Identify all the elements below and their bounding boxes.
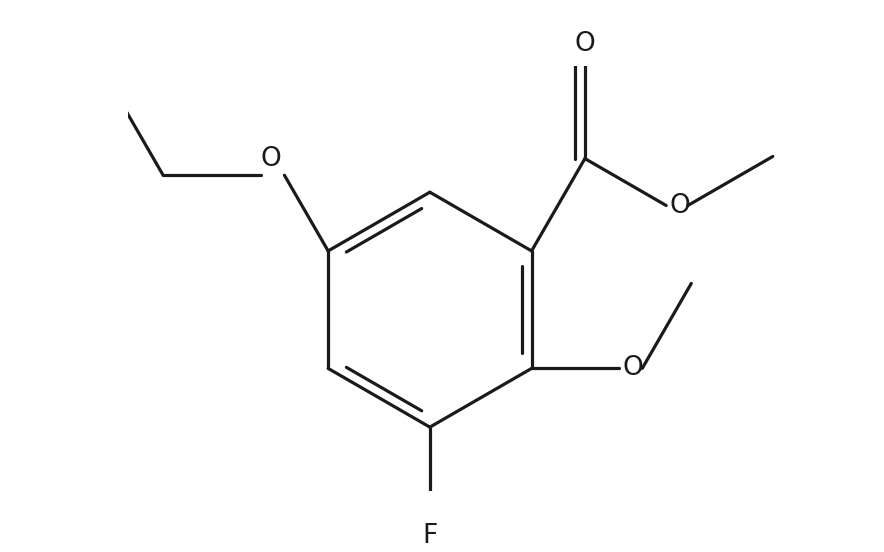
Text: F: F [423, 523, 438, 549]
Text: O: O [669, 193, 690, 219]
Text: O: O [261, 146, 281, 172]
Text: O: O [575, 31, 595, 57]
Text: O: O [622, 355, 643, 381]
